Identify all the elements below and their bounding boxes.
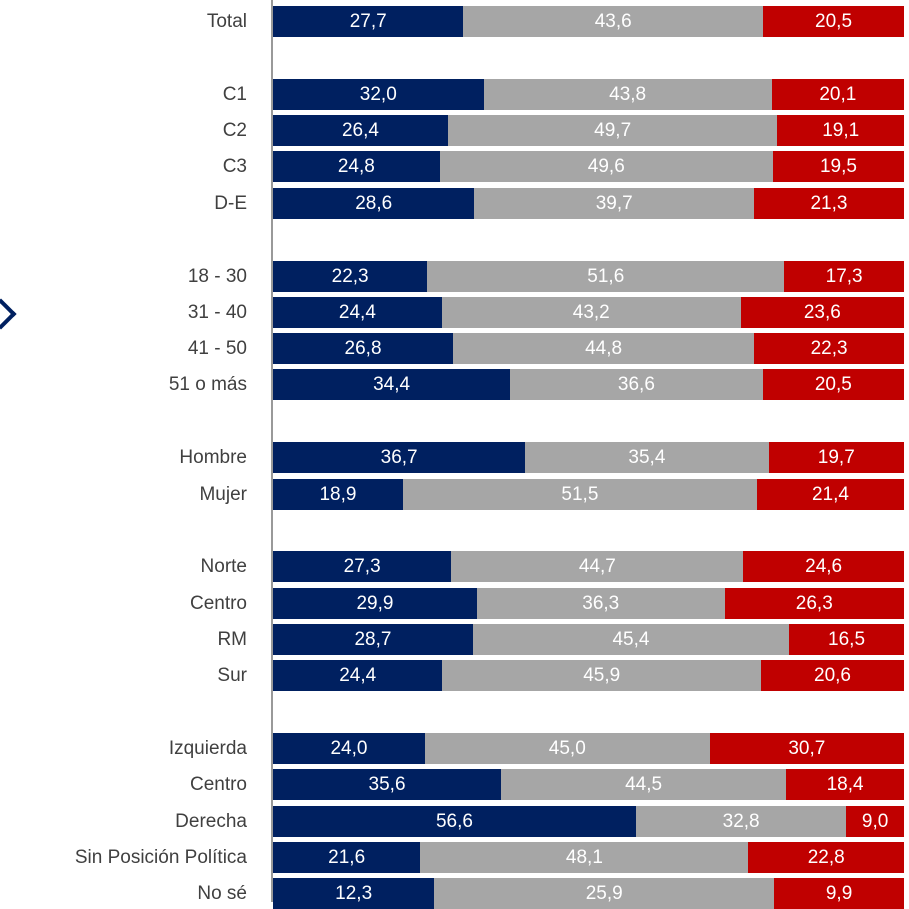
bar-segment-series-3: 21,3: [753, 188, 904, 219]
bar-segment-series-1: 34,4: [273, 369, 511, 400]
bar-segment-series-2: 45,0: [424, 733, 710, 764]
category-label: Centro: [189, 774, 247, 795]
bar-segment-series-2: 44,7: [451, 551, 744, 582]
bar-segment-series-1: 32,0: [273, 79, 484, 110]
bar-segment-series-1: 22,3: [273, 261, 428, 292]
bar-segment-series-2: 36,6: [510, 369, 763, 400]
bar-segment-series-3: 23,6: [740, 297, 904, 328]
bar-segment-series-3: 19,1: [777, 115, 904, 146]
bar-segment-series-3: 24,6: [743, 551, 904, 582]
bar-segment-series-2: 35,4: [525, 442, 769, 473]
category-label: 31 - 40: [187, 302, 247, 323]
bar-segment-series-2: 36,3: [476, 588, 725, 619]
bar-segment-series-2: 44,5: [501, 769, 787, 800]
bar-segment-series-1: 28,6: [273, 188, 475, 219]
category-label: Total: [206, 11, 247, 32]
bar-segment-series-2: 43,2: [441, 297, 741, 328]
bar-segment-series-2: 48,1: [420, 842, 749, 873]
category-label: Mujer: [199, 484, 247, 505]
bar-segment-series-3: 19,5: [772, 151, 904, 182]
category-label: C3: [222, 156, 247, 177]
bar-segment-series-2: 32,8: [635, 806, 847, 837]
category-label: Sin Posición Política: [74, 847, 247, 868]
bar-segment-series-1: 26,4: [273, 115, 448, 146]
bar-segment-series-1: 27,7: [273, 6, 464, 37]
bar-segment-series-3: 16,5: [789, 624, 904, 655]
category-label: 41 - 50: [187, 338, 247, 359]
bar-segment-series-3: 26,3: [724, 588, 904, 619]
category-label: C2: [222, 120, 247, 141]
bar-segment-series-2: 45,4: [472, 624, 790, 655]
category-label: Centro: [189, 593, 247, 614]
bar-segment-series-3: 21,4: [756, 479, 904, 510]
bar-segment-series-1: 24,4: [273, 297, 442, 328]
bar-segment-series-2: 45,9: [442, 660, 761, 691]
bar-segment-series-3: 9,9: [774, 878, 904, 909]
category-label: Norte: [200, 556, 247, 577]
bar-segment-series-2: 44,8: [453, 333, 755, 364]
bar-segment-series-2: 43,8: [483, 79, 772, 110]
bar-segment-series-3: 22,8: [748, 842, 904, 873]
bar-segment-series-3: 30,7: [709, 733, 904, 764]
chevron-right-icon: [0, 298, 17, 330]
category-label: Derecha: [175, 811, 247, 832]
bar-segment-series-2: 49,7: [447, 115, 778, 146]
bar-segment-series-1: 26,8: [273, 333, 454, 364]
bar-segment-series-1: 29,9: [273, 588, 477, 619]
bar-segment-series-1: 27,3: [273, 551, 452, 582]
bar-segment-series-3: 22,3: [754, 333, 904, 364]
bar-segment-series-3: 20,1: [771, 79, 904, 110]
category-label: C1: [222, 84, 247, 105]
category-label: Izquierda: [168, 738, 247, 759]
bar-segment-series-3: 18,4: [786, 769, 904, 800]
bar-segment-series-2: 49,6: [439, 151, 773, 182]
bar-segment-series-2: 43,6: [463, 6, 764, 37]
bar-segment-series-1: 24,4: [273, 660, 443, 691]
bar-segment-series-3: 9,0: [846, 806, 904, 837]
bar-segment-series-2: 51,6: [427, 261, 785, 292]
bar-segment-series-1: 36,7: [273, 442, 526, 473]
category-label: 18 - 30: [187, 266, 247, 287]
category-axis-line: [271, 0, 273, 902]
category-label: No sé: [197, 883, 247, 904]
bar-segment-series-3: 19,7: [768, 442, 904, 473]
category-label: Sur: [217, 665, 247, 686]
bar-segment-series-2: 51,5: [402, 479, 757, 510]
category-label: 51 o más: [168, 374, 247, 395]
bar-segment-series-1: 21,6: [273, 842, 421, 873]
bar-segment-series-3: 17,3: [784, 261, 904, 292]
category-label: D-E: [214, 193, 247, 214]
category-label: Hombre: [179, 447, 247, 468]
bar-segment-series-1: 12,3: [273, 878, 435, 909]
bar-segment-series-1: 24,0: [273, 733, 425, 764]
bar-segment-series-2: 25,9: [434, 878, 775, 909]
bar-segment-series-1: 56,6: [273, 806, 636, 837]
bar-segment-series-3: 20,5: [762, 369, 904, 400]
category-label: RM: [217, 629, 247, 650]
bar-segment-series-1: 35,6: [273, 769, 502, 800]
bar-segment-series-1: 24,8: [273, 151, 440, 182]
bar-segment-series-2: 39,7: [474, 188, 754, 219]
bar-segment-series-3: 20,6: [761, 660, 904, 691]
bar-segment-series-1: 18,9: [273, 479, 403, 510]
bar-segment-series-3: 20,5: [763, 6, 904, 37]
bar-segment-series-1: 28,7: [273, 624, 473, 655]
